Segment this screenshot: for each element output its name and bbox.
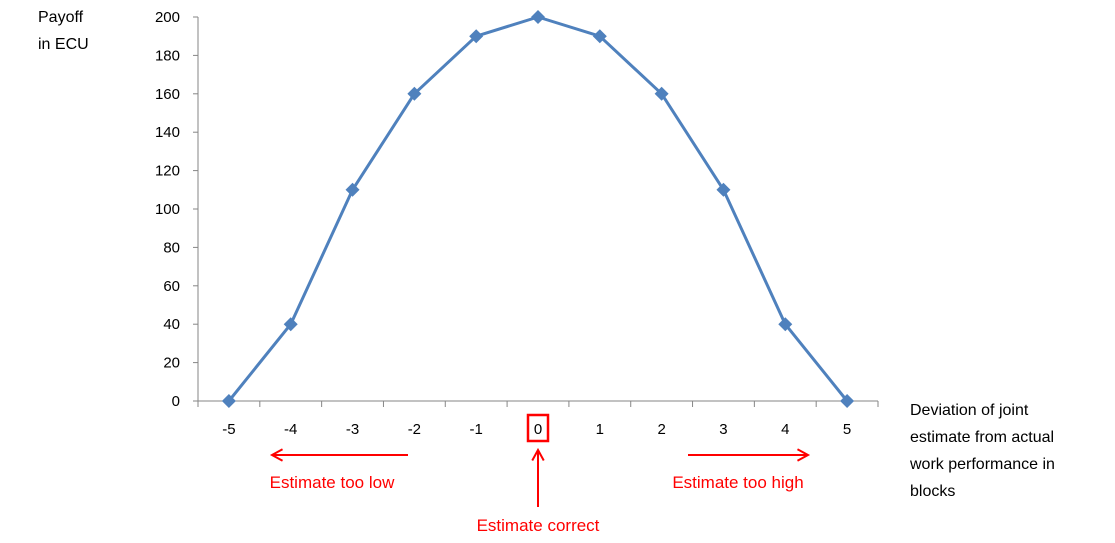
annotation-estimate-correct: Estimate correct	[477, 516, 600, 535]
y-axis-label: Payoff in ECU	[38, 9, 89, 53]
y-tick-label: 60	[163, 278, 180, 295]
data-point-marker	[407, 86, 422, 101]
x-axis-label-line: blocks	[910, 483, 955, 500]
y-tick-label: 140	[155, 124, 180, 141]
annotation-estimate-too-low: Estimate too low	[270, 473, 395, 492]
x-tick-label: -5	[222, 421, 235, 438]
data-point-marker	[283, 317, 298, 332]
arrow-head	[531, 447, 545, 462]
data-point-marker	[654, 86, 669, 101]
y-tick-label: 80	[163, 239, 180, 256]
annotation-estimate-too-high: Estimate too high	[672, 473, 803, 492]
data-point-marker	[592, 29, 607, 44]
x-tick-label: 3	[719, 421, 727, 438]
arrow-too-low	[269, 448, 408, 462]
y-tick-label: 200	[155, 9, 180, 26]
y-tick-label: 100	[155, 201, 180, 218]
x-axis-label-line: estimate from actual	[910, 429, 1054, 446]
data-point-marker	[840, 394, 855, 408]
data-point-marker	[716, 182, 731, 197]
data-point-marker	[345, 182, 360, 197]
y-tick-label: 40	[163, 316, 180, 333]
x-tick-label: 4	[781, 421, 789, 438]
data-point-marker	[778, 317, 793, 332]
arrow-head	[269, 448, 284, 462]
y-axis-label-line: Payoff	[38, 9, 84, 26]
x-tick-label: 2	[657, 421, 665, 438]
arrow-head	[796, 448, 811, 462]
y-tick-label: 0	[172, 393, 180, 410]
x-tick-label: 0	[534, 421, 542, 438]
x-axis-label: Deviation of joint estimate from actual …	[909, 402, 1055, 500]
x-tick-label: -2	[408, 421, 421, 438]
annotations: Estimate too low Estimate too high Estim…	[269, 413, 811, 535]
arrow-correct	[531, 447, 545, 507]
x-tick-label: -4	[284, 421, 297, 438]
data-point-marker	[531, 10, 545, 24]
series-group	[221, 10, 855, 408]
y-tick-label: 160	[155, 86, 180, 103]
data-point-marker	[221, 394, 236, 408]
highlight-box-zero	[526, 413, 550, 443]
x-tick-label: -3	[346, 421, 359, 438]
y-ticks: 0 20 40 60 80 100 120 140 160 180 200	[155, 9, 198, 410]
y-tick-label: 180	[155, 47, 180, 64]
x-axis-label-line: Deviation of joint	[910, 402, 1029, 419]
x-tick-label: -1	[470, 421, 483, 438]
x-ticks: -5 -4 -3 -2 -1 0 1 2 3 4 5	[197, 401, 879, 438]
x-tick-label: 5	[843, 421, 851, 438]
y-tick-label: 20	[163, 355, 180, 372]
x-axis-label-line: work performance in	[909, 456, 1055, 473]
x-tick-label: 1	[596, 421, 604, 438]
y-tick-label: 120	[155, 163, 180, 180]
y-axis-label-line: in ECU	[38, 36, 89, 53]
data-point-marker	[469, 29, 484, 44]
axes	[197, 17, 878, 402]
arrow-too-high	[688, 448, 811, 462]
series-line	[227, 15, 849, 402]
